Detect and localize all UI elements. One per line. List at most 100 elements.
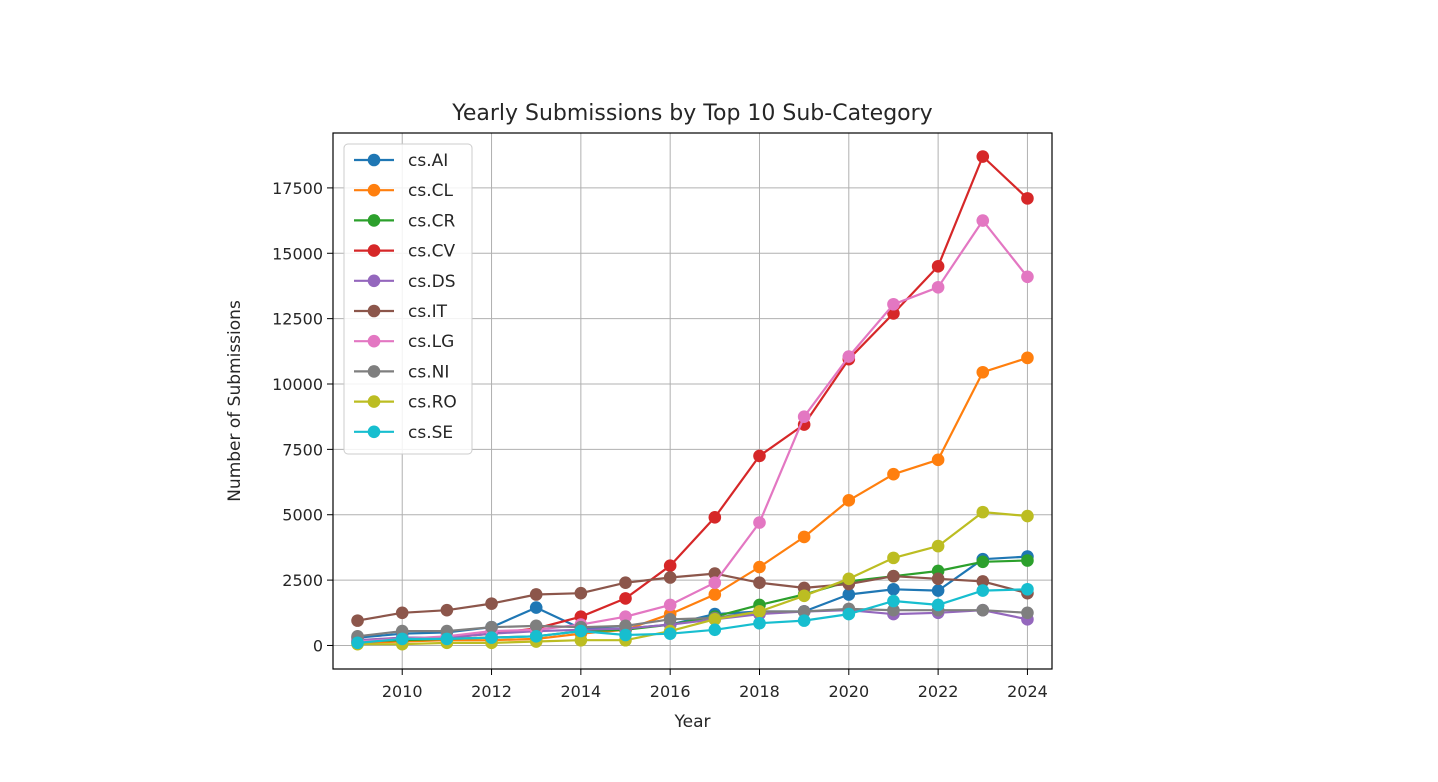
y-axis-label: Number of Submissions xyxy=(225,300,245,502)
data-point xyxy=(842,588,856,601)
legend-label: cs.CL xyxy=(408,181,453,201)
data-point xyxy=(797,589,811,603)
data-point xyxy=(931,260,945,273)
data-point xyxy=(753,560,766,574)
legend-item: cs.AI xyxy=(354,151,448,171)
series-cs-SE xyxy=(351,582,1034,650)
series-line xyxy=(357,510,1028,646)
data-point xyxy=(529,601,543,614)
data-point xyxy=(931,280,945,294)
data-point xyxy=(1021,270,1034,284)
data-point xyxy=(1021,351,1034,365)
data-point xyxy=(976,603,990,617)
axis-ticks: 2010 2012 2014 2016 2018 2020 2022 2024 0 2500 500… xyxy=(272,179,1048,701)
data-point xyxy=(708,511,722,524)
x-tick-label: 2012 xyxy=(471,682,512,701)
data-point xyxy=(887,307,900,320)
data-point xyxy=(574,633,588,647)
legend-item: cs.NI xyxy=(354,362,449,382)
legend-label: cs.CV xyxy=(408,242,455,262)
data-point xyxy=(485,597,498,610)
data-point xyxy=(663,627,677,641)
data-point xyxy=(1021,554,1034,567)
legend-label: cs.IT xyxy=(408,302,448,322)
series-line xyxy=(357,356,1028,644)
data-point xyxy=(797,605,811,618)
data-point xyxy=(842,607,856,621)
legend-marker xyxy=(367,153,381,167)
data-point xyxy=(753,605,766,618)
data-point xyxy=(976,555,990,569)
data-point xyxy=(931,584,945,597)
data-point xyxy=(887,569,900,583)
data-point xyxy=(842,494,856,507)
data-point xyxy=(1021,582,1034,596)
y-tick-label: 12500 xyxy=(272,310,323,329)
data-point xyxy=(753,449,766,463)
legend-marker xyxy=(367,274,381,288)
data-point xyxy=(440,632,454,646)
data-point xyxy=(931,598,945,612)
x-tick-label: 2010 xyxy=(382,682,423,701)
x-tick-label: 2016 xyxy=(650,682,691,701)
legend-label: cs.LG xyxy=(408,332,454,352)
data-point xyxy=(797,614,811,627)
legend: cs.AI cs.CL cs.CR cs.CV cs.DS cs.IT cs.LG cs.NI… xyxy=(343,143,473,455)
legend-marker xyxy=(367,365,381,378)
legend-item: cs.CV xyxy=(354,242,455,262)
legend-item: cs.LG xyxy=(354,332,454,352)
y-tick-label: 15000 xyxy=(272,244,323,263)
data-point xyxy=(485,620,498,634)
data-point xyxy=(887,467,900,481)
x-tick-label: 2014 xyxy=(560,682,601,701)
data-point xyxy=(976,505,990,519)
legend-marker xyxy=(367,214,381,227)
legend-label: cs.AI xyxy=(408,151,448,171)
data-point xyxy=(619,619,632,633)
legend-item: cs.RO xyxy=(354,393,457,413)
data-point xyxy=(351,636,364,650)
data-point xyxy=(931,572,945,586)
legend-marker xyxy=(367,183,381,197)
data-point xyxy=(663,559,677,573)
data-point xyxy=(619,628,632,642)
data-point xyxy=(619,576,632,590)
series-line xyxy=(357,588,1028,644)
legend-item: cs.CL xyxy=(354,181,453,201)
data-point xyxy=(1021,192,1034,205)
series-line xyxy=(357,572,1028,622)
data-point xyxy=(395,606,409,620)
series-layer xyxy=(351,150,1034,651)
x-tick-label: 2020 xyxy=(828,682,869,701)
data-point xyxy=(976,150,990,163)
legend-item: cs.CR xyxy=(354,211,455,231)
data-point xyxy=(887,594,900,608)
series-line xyxy=(357,219,1029,643)
data-point xyxy=(619,592,632,605)
legend-label: cs.CR xyxy=(408,211,455,231)
data-point xyxy=(887,603,900,617)
data-point xyxy=(976,365,990,379)
legend-item: cs.DS xyxy=(354,272,456,292)
data-point xyxy=(529,588,543,601)
y-tick-label: 0 xyxy=(313,636,323,655)
data-point xyxy=(753,576,766,590)
data-point xyxy=(529,619,543,633)
data-point xyxy=(976,575,990,588)
chart-title: Yearly Submissions by Top 10 Sub-Categor… xyxy=(451,101,932,126)
legend-marker xyxy=(367,244,381,257)
legend-item: cs.SE xyxy=(354,423,453,443)
x-axis-label: Year xyxy=(674,712,711,732)
data-point xyxy=(797,410,811,423)
data-point xyxy=(708,613,722,626)
legend-marker xyxy=(367,334,381,348)
data-point xyxy=(351,614,364,627)
data-point xyxy=(753,616,766,630)
legend-label: cs.SE xyxy=(408,423,453,443)
data-point xyxy=(1021,606,1034,620)
series-cs-CR xyxy=(351,554,1034,648)
legend-label: cs.DS xyxy=(408,272,456,292)
series-cs-IT xyxy=(351,567,1034,627)
data-point xyxy=(708,623,722,637)
data-point xyxy=(842,572,856,586)
